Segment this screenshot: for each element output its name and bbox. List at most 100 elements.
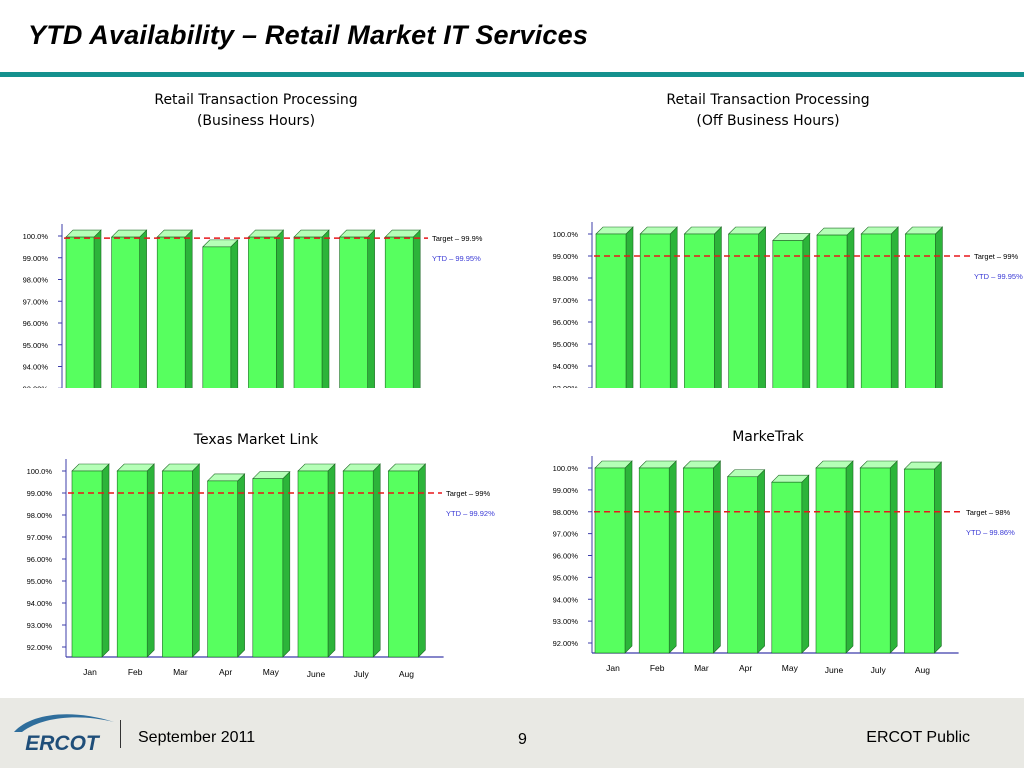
bar: [342, 470, 374, 658]
bar-side: [714, 226, 722, 388]
bar-side: [801, 474, 810, 654]
y-tick-label: 97.00%: [553, 296, 579, 305]
y-tick-label: 92.00%: [27, 643, 53, 652]
bar: [772, 240, 804, 388]
title-divider: [0, 72, 1024, 77]
chart-title: Retail Transaction Processing (Off Busin…: [512, 90, 1024, 132]
y-tick-label: 93.00%: [23, 384, 49, 388]
bar-top: [297, 463, 336, 472]
x-tick-label: Feb: [650, 663, 665, 673]
bar-side: [625, 226, 634, 388]
bar-side: [669, 226, 678, 388]
bar-top: [342, 463, 381, 472]
page-number: 9: [518, 731, 527, 748]
y-tick-label: 98.00%: [553, 274, 579, 283]
bar-side: [845, 460, 854, 654]
bar: [594, 467, 626, 654]
y-tick-label: 100.0%: [27, 467, 53, 476]
bar: [293, 236, 323, 388]
y-tick-label: 98.00%: [23, 276, 49, 285]
bar-side: [758, 226, 766, 388]
bar-top: [816, 227, 855, 236]
bar-side: [139, 229, 147, 388]
bar-top: [772, 233, 811, 241]
footer-bar: ERCOT September 2011 9 ERCOT Public: [0, 698, 1024, 768]
bar-side: [230, 239, 239, 388]
bar: [816, 234, 848, 388]
ytd-label: YTD – 99.92%: [446, 509, 495, 518]
x-tick-label: July: [871, 665, 887, 675]
bar-chart: 92.00%93.00%94.00%95.00%96.00%97.00%98.0…: [553, 456, 1015, 675]
bar-top: [387, 463, 427, 472]
chart-title-line-2: (Off Business Hours): [696, 113, 840, 129]
bar-top: [771, 474, 810, 483]
bar: [683, 467, 714, 654]
x-tick-label: Apr: [739, 663, 752, 673]
bar: [384, 236, 414, 388]
chart-title: MarkeTrak: [512, 427, 1024, 448]
bar-top: [595, 226, 634, 235]
bar-side: [184, 229, 193, 388]
bar-top: [206, 473, 246, 482]
y-tick-label: 96.00%: [23, 319, 49, 328]
bar: [728, 233, 759, 388]
y-tick-label: 97.00%: [23, 297, 49, 306]
bar: [207, 480, 238, 658]
y-tick-label: 99.00%: [27, 489, 53, 498]
bar-top: [815, 460, 854, 469]
chart-title-line-2: (Business Hours): [196, 113, 316, 129]
chart-panel-rtp-off-business-hours: Retail Transaction Processing (Off Busin…: [512, 88, 1024, 408]
bar-side: [713, 460, 721, 654]
x-tick-label: Mar: [173, 667, 188, 677]
x-tick-label: Aug: [915, 665, 930, 675]
chart-title-line-1: Retail Transaction Processing: [666, 92, 870, 108]
y-tick-label: 100.0%: [553, 464, 579, 473]
bar: [815, 467, 847, 654]
y-tick-label: 100.0%: [23, 232, 49, 241]
y-tick-label: 94.00%: [27, 599, 53, 608]
y-tick-label: 93.00%: [27, 621, 53, 630]
classification-label: ERCOT Public: [866, 729, 970, 746]
bar-chart: 92.00%93.00%94.00%95.00%96.00%97.00%98.0…: [23, 224, 483, 388]
y-tick-label: 98.00%: [27, 511, 53, 520]
y-tick-label: 99.00%: [553, 252, 579, 261]
target-label: Target – 98%: [966, 508, 1011, 517]
target-label: Target – 99%: [974, 252, 1019, 261]
x-tick-label: June: [307, 669, 326, 679]
bar-top: [594, 460, 633, 469]
y-tick-label: 97.00%: [27, 533, 53, 542]
ercot-logo: ERCOT: [14, 714, 114, 755]
x-tick-label: Jan: [606, 663, 620, 673]
bar: [116, 470, 148, 658]
y-tick-label: 92.00%: [553, 639, 579, 648]
slide-title: YTD Availability – Retail Market IT Serv…: [28, 20, 589, 50]
bar-top: [727, 226, 767, 235]
bar: [162, 470, 193, 658]
bar-top: [116, 463, 155, 472]
ytd-label: YTD – 99.95%: [974, 272, 1023, 281]
logo-swoosh: [14, 714, 114, 732]
bar: [727, 476, 758, 654]
y-tick-label: 100.0%: [553, 230, 579, 239]
chart-panel-rtp-business-hours: Retail Transaction Processing (Business …: [0, 88, 512, 408]
y-tick-label: 98.00%: [553, 508, 579, 517]
bar-top: [638, 460, 677, 469]
ytd-label: YTD – 99.95%: [432, 254, 481, 263]
ytd-label: YTD – 99.86%: [966, 528, 1015, 537]
bar-side: [935, 226, 943, 388]
bar-side: [846, 227, 855, 388]
x-tick-label: Mar: [694, 663, 709, 673]
bar-chart: 92.00%93.00%94.00%95.00%96.00%97.00%98.0…: [27, 459, 495, 679]
bar-top: [161, 463, 201, 472]
y-tick-label: 96.00%: [553, 552, 579, 561]
y-tick-label: 99.00%: [23, 254, 49, 263]
bar: [202, 246, 232, 388]
bar: [860, 233, 892, 388]
bar-side: [282, 470, 291, 658]
bar: [71, 470, 103, 658]
chart-panel-texas-market-link: Texas Market Link 92.00% 93.00% 94.00% 95.0…: [0, 425, 512, 745]
x-tick-label: May: [263, 667, 280, 677]
bar: [252, 478, 284, 658]
bar: [248, 236, 277, 388]
bar: [156, 236, 186, 388]
